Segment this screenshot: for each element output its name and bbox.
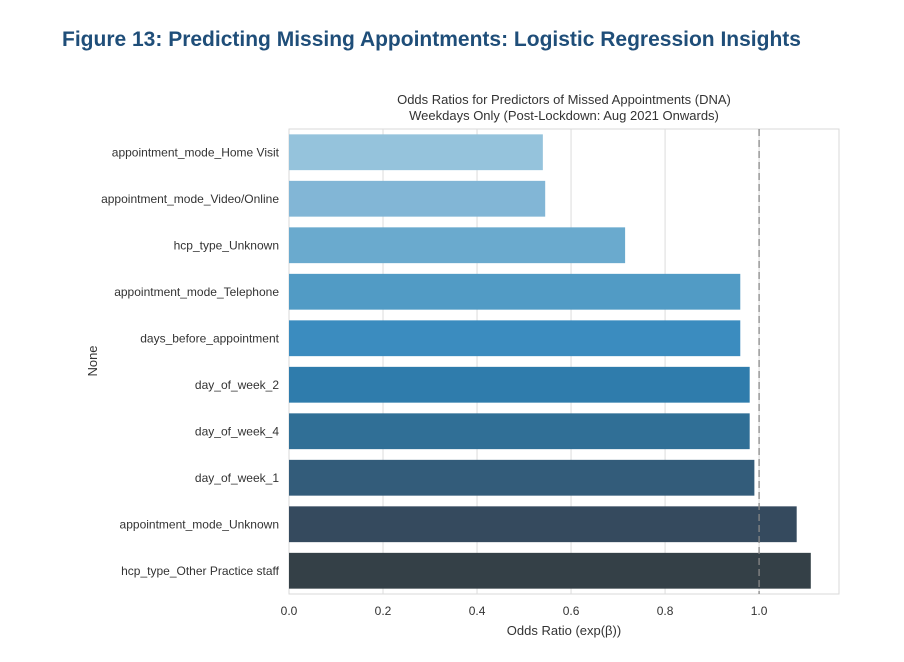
figure-heading: Figure 13: Predicting Missing Appointmen…	[62, 28, 801, 51]
bars	[289, 134, 811, 589]
y-tick-label: hcp_type_Unknown	[174, 238, 279, 252]
y-tick-label: appointment_mode_Video/Online	[101, 192, 279, 206]
y-tick-label: appointment_mode_Unknown	[120, 517, 279, 531]
bar	[289, 366, 750, 403]
plot-area	[288, 128, 840, 595]
y-tick-labels: appointment_mode_Home Visit appointment_m…	[101, 145, 280, 578]
y-tick-label: day_of_week_4	[195, 424, 279, 438]
x-tick-label: 0.2	[375, 604, 392, 618]
y-axis-label: None	[85, 345, 100, 376]
y-tick-label: appointment_mode_Telephone	[114, 285, 279, 299]
bar	[289, 506, 797, 543]
bar	[289, 459, 755, 496]
y-tick-label: days_before_appointment	[140, 331, 279, 345]
bar	[289, 134, 543, 171]
x-axis-label: Odds Ratio (exp(β))	[507, 623, 621, 638]
chart-title-line-1: Odds Ratios for Predictors of Missed App…	[397, 92, 731, 107]
bar	[289, 273, 741, 310]
x-tick-label: 1.0	[751, 604, 768, 618]
y-tick-label: appointment_mode_Home Visit	[112, 145, 280, 159]
x-tick-label: 0.0	[281, 604, 298, 618]
x-tick-labels: 0.0 0.2 0.4 0.6 0.8 1.0	[281, 604, 768, 618]
bar	[289, 180, 546, 217]
bar	[289, 320, 741, 357]
bar	[289, 552, 811, 589]
x-tick-label: 0.4	[469, 604, 486, 618]
chart-title-line-2: Weekdays Only (Post-Lockdown: Aug 2021 O…	[409, 108, 719, 123]
bar	[289, 227, 626, 264]
y-tick-label: hcp_type_Other Practice staff	[121, 564, 280, 578]
y-tick-label: day_of_week_1	[195, 471, 279, 485]
bar	[289, 413, 750, 450]
x-tick-label: 0.8	[657, 604, 674, 618]
y-tick-label: day_of_week_2	[195, 378, 279, 392]
x-tick-label: 0.6	[563, 604, 580, 618]
